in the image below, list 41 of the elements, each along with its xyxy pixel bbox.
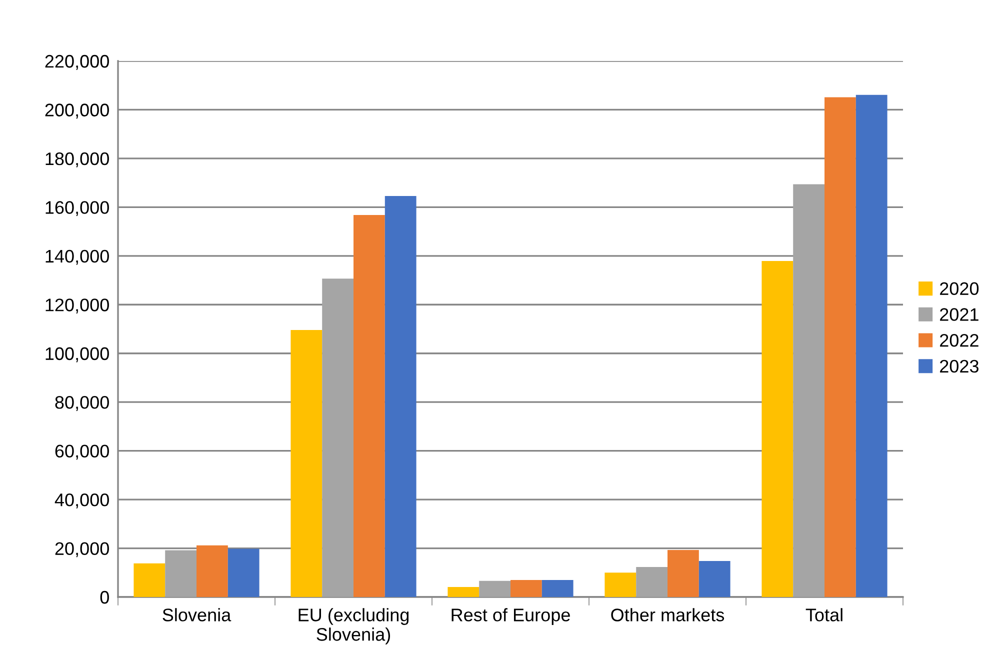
bar xyxy=(479,580,510,597)
bar xyxy=(604,572,636,597)
legend-label: 2023 xyxy=(940,360,978,373)
bar xyxy=(134,563,166,597)
bar xyxy=(510,580,542,597)
bar xyxy=(698,560,730,597)
bar xyxy=(668,550,699,597)
y-tick-label: 60,000 xyxy=(55,444,109,460)
y-tick-label: 40,000 xyxy=(54,493,109,508)
y-tick-label: 200,000 xyxy=(45,104,109,119)
legend-label: 2020 xyxy=(940,282,979,296)
y-tick-label: 20,000 xyxy=(55,542,109,558)
y-tick-label: 120,000 xyxy=(46,298,109,314)
bar xyxy=(762,261,794,597)
y-tick-label: 180,000 xyxy=(46,152,109,168)
legend-label: 2022 xyxy=(940,334,978,347)
x-tick-label: Rest of Europe xyxy=(452,608,570,625)
y-tick-label: 220,000 xyxy=(45,54,109,70)
bar xyxy=(448,587,480,597)
bar xyxy=(856,94,888,597)
bar xyxy=(636,567,668,597)
bar xyxy=(228,548,260,597)
x-tick-label: Slovenia xyxy=(162,608,232,622)
bar xyxy=(542,580,574,597)
bar xyxy=(322,278,354,597)
bar xyxy=(196,545,228,597)
y-tick-label: 0 xyxy=(100,590,109,604)
bar xyxy=(824,97,856,597)
y-tick-label: 160,000 xyxy=(46,201,109,216)
y-tick-label: 100,000 xyxy=(46,347,109,362)
y-tick-label: 80,000 xyxy=(55,396,109,411)
x-tick-label: Other markets xyxy=(611,608,724,622)
x-tick-label: Total xyxy=(806,608,842,622)
bar xyxy=(793,184,824,597)
bar xyxy=(354,214,385,597)
legend-label: 2021 xyxy=(940,308,978,321)
y-tick-label: 140,000 xyxy=(46,250,109,265)
bar xyxy=(384,196,416,597)
bar xyxy=(290,330,322,597)
bar xyxy=(165,550,196,597)
x-tick-label: EU (excluding Slovenia) xyxy=(298,608,409,644)
